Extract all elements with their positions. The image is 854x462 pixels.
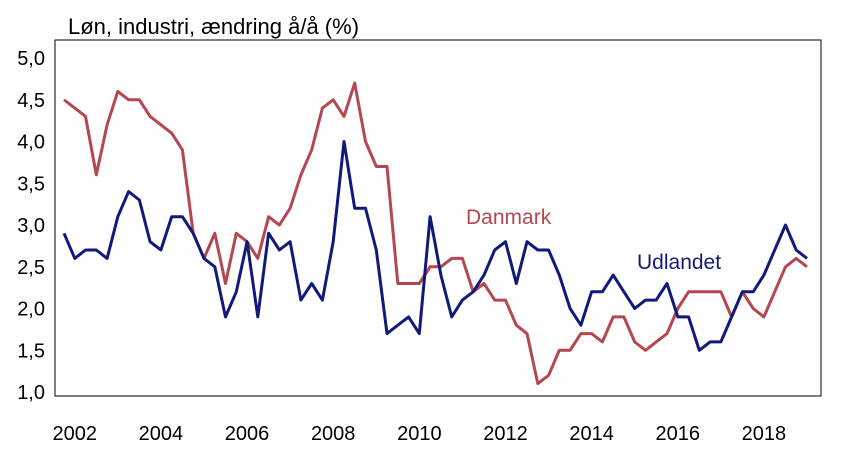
y-tick-label: 5,0 <box>17 48 45 70</box>
plot-frame <box>54 39 822 397</box>
series-label-danmark: Danmark <box>466 206 552 229</box>
y-tick-label: 2,0 <box>17 299 45 321</box>
y-tick-label: 1,0 <box>17 382 45 404</box>
x-tick-label: 2010 <box>397 423 442 445</box>
y-axis: 1,0 1,5 2,0 2,5 3,0 3,5 4,0 4,5 5,0 <box>17 48 45 404</box>
x-axis: 2002 2004 2006 2008 2010 2012 2014 2016 2018 <box>53 423 787 445</box>
x-tick-label: 2012 <box>483 423 528 445</box>
x-tick-label: 2018 <box>742 423 787 445</box>
x-tick-label: 2014 <box>569 423 614 445</box>
x-tick-label: 2002 <box>53 423 98 445</box>
y-tick-label: 3,5 <box>17 173 45 195</box>
y-tick-label: 4,0 <box>17 132 45 154</box>
x-tick-label: 2006 <box>225 423 270 445</box>
series-label-udlandet: Udlandet <box>637 251 721 274</box>
x-tick-label: 2008 <box>311 423 356 445</box>
y-tick-label: 1,5 <box>17 340 45 362</box>
series-line-danmark <box>63 81 808 386</box>
y-tick-label: 3,0 <box>17 215 45 237</box>
x-tick-label: 2016 <box>656 423 701 445</box>
series-line-udlandet <box>62 140 808 352</box>
series-lines <box>62 81 808 386</box>
y-tick-label: 4,5 <box>17 90 45 112</box>
chart-title: Løn, industri, ændring å/å (%) <box>68 14 360 39</box>
x-tick-label: 2004 <box>139 423 184 445</box>
y-tick-label: 2,5 <box>17 257 45 279</box>
